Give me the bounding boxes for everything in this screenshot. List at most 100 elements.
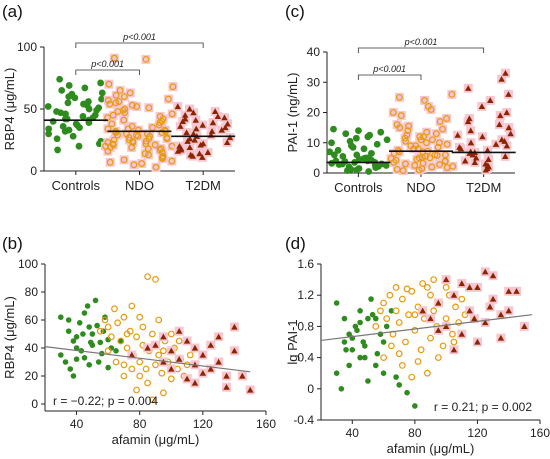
y-tick-label-b: 80 (25, 285, 39, 299)
point-ndo-b (104, 323, 112, 331)
point-ndo-d (372, 323, 380, 330)
series-controls-a (44, 75, 106, 154)
point-controls-b (89, 331, 96, 337)
point-ndo-b (112, 358, 120, 366)
point-ndo-a (168, 157, 176, 165)
halo-a (132, 102, 142, 112)
point-t2dm-c (502, 69, 509, 76)
point-ndo-d (403, 285, 411, 293)
point-t2dm-b (231, 347, 238, 354)
significance-label-a: p<0.001 (122, 32, 156, 42)
halo-a (103, 124, 113, 134)
point-ndo-a (114, 108, 122, 115)
point-t2dm-b (223, 383, 230, 390)
point-ndo-b (120, 372, 128, 380)
point-ndo-c (434, 143, 442, 151)
point-controls-c (339, 152, 347, 160)
x-tick-label-d: 40 (346, 426, 360, 440)
series-t2dm-b (127, 322, 255, 395)
point-controls-d (380, 370, 387, 377)
point-t2dm-a (196, 150, 203, 157)
series-controls-d (333, 296, 418, 409)
halo-c (392, 164, 402, 174)
point-t2dm-a (174, 147, 182, 154)
point-ndo-b (96, 327, 104, 335)
point-t2dm-a (209, 119, 217, 126)
point-t2dm-a (179, 118, 186, 124)
point-ndo-c (443, 115, 450, 122)
point-ndo-a (132, 131, 140, 139)
point-t2dm-c (503, 109, 510, 116)
category-label-a: NDO (125, 178, 154, 193)
point-ndo-c (427, 106, 435, 113)
point-controls-c (344, 167, 351, 174)
point-t2dm-d (466, 284, 473, 290)
point-t2dm-b (207, 365, 214, 372)
point-ndo-b (123, 330, 131, 338)
stat-annotation-d: r = 0.21; p = 0.002 (434, 400, 532, 414)
point-t2dm-b (168, 347, 175, 354)
halo-a (125, 88, 135, 98)
point-ndo-d (423, 369, 431, 377)
x-tick-label-b: 40 (70, 417, 84, 431)
halo-a (119, 155, 129, 165)
point-controls-d (341, 339, 348, 345)
point-ndo-a (159, 155, 166, 163)
point-t2dm-d (474, 338, 481, 345)
point-ndo-d (398, 295, 406, 303)
halo-a (108, 110, 118, 120)
point-ndo-c (405, 122, 412, 130)
y-tick-label-c: 10 (307, 136, 321, 150)
point-controls-c (330, 125, 337, 133)
halo-a (137, 159, 147, 169)
point-controls-a (71, 94, 79, 102)
point-ndo-b (120, 313, 128, 321)
point-ndo-a (128, 101, 136, 109)
point-t2dm-b (215, 333, 222, 340)
halo-c (433, 142, 443, 152)
point-controls-a (98, 95, 105, 103)
point-ndo-b (117, 337, 125, 345)
point-controls-d (362, 343, 368, 349)
point-controls-d (365, 378, 371, 384)
point-ndo-a (163, 135, 171, 143)
point-controls-b (70, 338, 77, 344)
point-t2dm-b (239, 372, 246, 379)
significance-label-c: p<0.001 (372, 64, 406, 74)
point-controls-b (117, 338, 124, 344)
point-controls-a (54, 146, 62, 154)
point-t2dm-c (487, 97, 494, 103)
point-t2dm-c (482, 166, 490, 173)
halo-c (435, 117, 445, 127)
point-ndo-a (164, 95, 172, 103)
point-t2dm-c (471, 159, 479, 165)
point-t2dm-b (215, 358, 222, 365)
point-t2dm-d (435, 327, 442, 333)
point-ndo-d (392, 284, 400, 291)
halo-c (431, 129, 441, 139)
halo-a (127, 142, 137, 152)
point-t2dm-c (505, 91, 512, 97)
point-ndo-d (442, 284, 450, 291)
point-ndo-c (426, 154, 434, 162)
point-t2dm-d (450, 291, 458, 298)
point-t2dm-c (467, 139, 475, 146)
point-ndo-d (392, 307, 400, 315)
point-t2dm-d (442, 323, 450, 329)
point-controls-c (334, 146, 342, 154)
x-tick-label-d: 160 (530, 426, 550, 440)
halo-c (426, 104, 436, 114)
halo-a (119, 92, 129, 102)
point-controls-d (354, 327, 360, 334)
halo-c (440, 157, 450, 167)
halo-a (143, 144, 153, 154)
point-controls-c (349, 143, 357, 151)
point-ndo-b (175, 337, 183, 345)
point-t2dm-b (223, 372, 230, 379)
x-tick-label-d: 120 (467, 426, 487, 440)
point-ndo-c (432, 130, 440, 138)
point-ndo-a (126, 89, 134, 97)
point-ndo-c (390, 159, 398, 166)
point-t2dm-a (199, 154, 206, 160)
